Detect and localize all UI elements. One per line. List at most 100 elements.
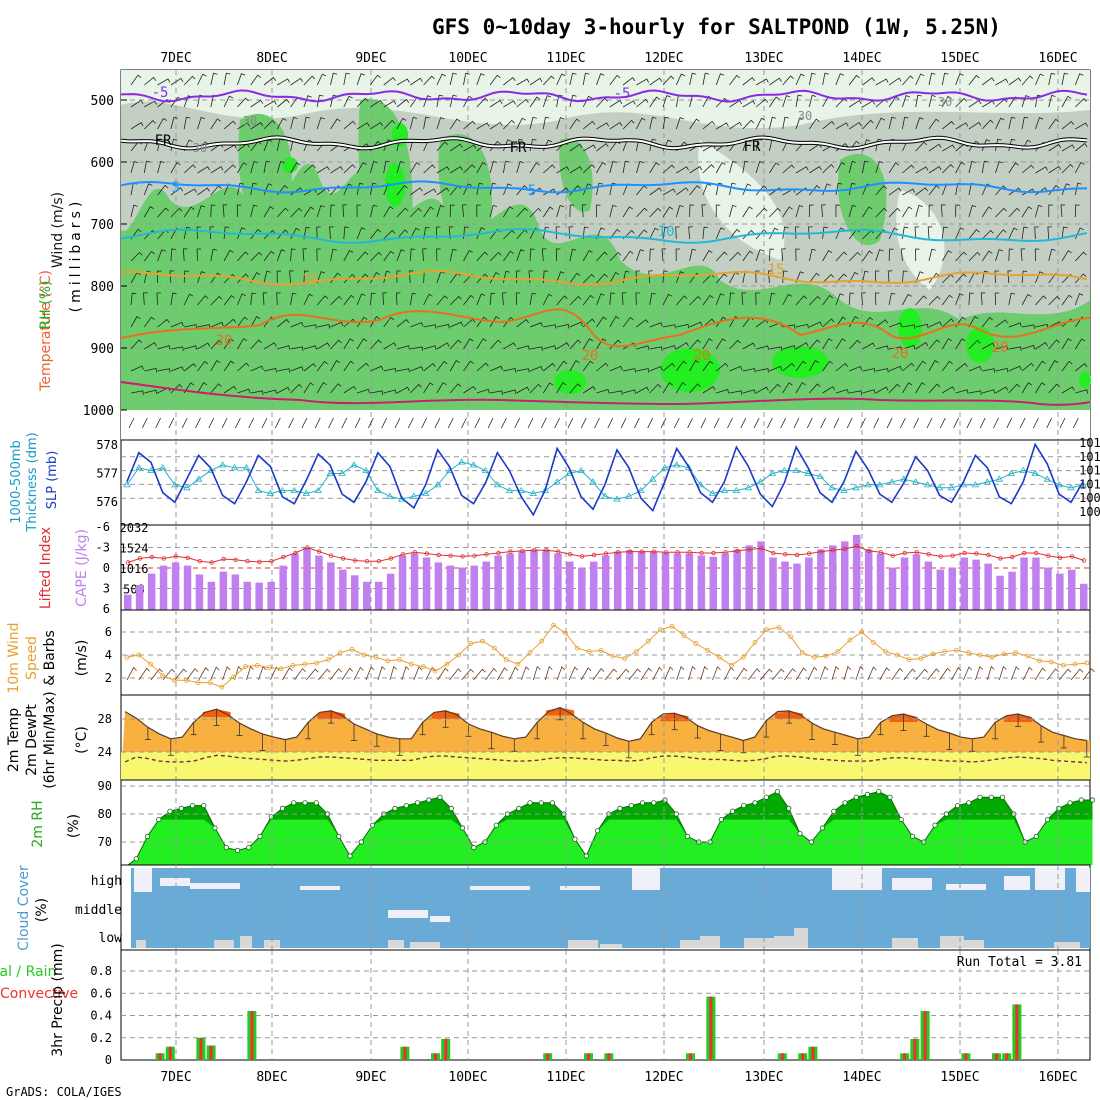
wind-speed-line bbox=[126, 624, 1087, 688]
wind-barb bbox=[542, 382, 554, 394]
wind-barb bbox=[250, 292, 257, 306]
wind-barb bbox=[250, 182, 257, 196]
cape-bar bbox=[852, 534, 861, 610]
wind-barb bbox=[263, 160, 271, 174]
cape-bar bbox=[673, 553, 682, 610]
wind-barb bbox=[223, 385, 237, 394]
precip-label-3: 3hr Precip (mm) bbox=[50, 943, 66, 1056]
precip-convective-bar bbox=[903, 1053, 907, 1060]
wind-barb bbox=[423, 95, 432, 108]
li-point bbox=[352, 558, 358, 563]
wind-barb bbox=[237, 338, 248, 350]
wind-barb bbox=[582, 249, 593, 262]
thickness-point bbox=[828, 484, 836, 491]
surface-wind-barb bbox=[915, 668, 928, 681]
rh2m-point bbox=[538, 800, 544, 806]
wind-barb bbox=[157, 249, 166, 262]
rh2m-label-2: (%) bbox=[66, 814, 82, 838]
wind-barb bbox=[356, 162, 367, 174]
wind-barb bbox=[702, 120, 715, 130]
wind-barb bbox=[449, 204, 455, 218]
wind-barb bbox=[769, 365, 783, 372]
rh2m-point bbox=[471, 844, 477, 851]
thickness-point bbox=[553, 478, 561, 485]
top-day-axis: 7DEC 8DEC 9DEC 10DEC 11DEC 12DEC 13DEC 14DEC 15D… bbox=[160, 51, 1077, 66]
wind-barb bbox=[529, 207, 542, 218]
wind-barb bbox=[716, 388, 730, 394]
li-point bbox=[998, 556, 1003, 561]
wind-barb bbox=[489, 339, 502, 350]
wind-barb bbox=[596, 293, 605, 306]
wind-barb bbox=[423, 75, 435, 86]
wind-barb bbox=[1061, 72, 1069, 86]
wind-barb bbox=[237, 73, 246, 86]
wind-barb bbox=[556, 117, 565, 130]
cape-bar bbox=[996, 575, 1004, 610]
wind-barb bbox=[476, 388, 490, 394]
slp-tick-label: 1013 bbox=[1079, 436, 1100, 450]
li-point bbox=[340, 556, 346, 561]
wind-barb bbox=[926, 417, 933, 429]
rh2m-point bbox=[144, 833, 151, 840]
wind-barb bbox=[955, 362, 968, 372]
wind-barb bbox=[702, 360, 714, 372]
wind-barb bbox=[729, 228, 741, 240]
wind-barb bbox=[383, 229, 396, 240]
wind-barb bbox=[915, 117, 924, 130]
wind-barb bbox=[582, 360, 594, 372]
li-point bbox=[830, 548, 836, 553]
wind-barb bbox=[383, 77, 396, 86]
wind-barb bbox=[981, 77, 995, 86]
wind-barb bbox=[343, 226, 349, 240]
thickness-point bbox=[732, 486, 741, 493]
wind-barb bbox=[675, 226, 680, 240]
wind-speed-point bbox=[883, 649, 888, 654]
wind-barb bbox=[301, 417, 308, 429]
cape-bar bbox=[1080, 583, 1088, 610]
cape-bar bbox=[422, 557, 431, 610]
wind-speed-point bbox=[444, 661, 450, 667]
wind-barb bbox=[582, 386, 596, 394]
wind-barb bbox=[503, 342, 516, 350]
wind-label: Wind (m/s) bbox=[50, 192, 66, 268]
surface-wind-barb bbox=[951, 667, 962, 681]
wind-barb bbox=[1072, 417, 1079, 429]
surface-wind-barb bbox=[568, 666, 579, 681]
wind-barb bbox=[622, 100, 636, 108]
wind-barb bbox=[250, 204, 258, 218]
wind-barb bbox=[848, 339, 861, 350]
wind-barb bbox=[1047, 226, 1052, 240]
wind-barb bbox=[673, 417, 680, 429]
wind-speed-point bbox=[977, 652, 983, 658]
li-point bbox=[293, 550, 298, 556]
surface-wind-barb bbox=[329, 668, 342, 681]
wind-barb bbox=[263, 229, 276, 240]
cloud-clear-region bbox=[946, 884, 986, 890]
wind-speed-point bbox=[254, 663, 260, 668]
wind-barb bbox=[330, 118, 341, 130]
wind-barb bbox=[436, 117, 445, 130]
wind-barb bbox=[941, 360, 953, 372]
li-point bbox=[1057, 555, 1063, 560]
wind-barb bbox=[1048, 118, 1060, 130]
wind-barb bbox=[290, 292, 297, 306]
precip-convective-bar bbox=[780, 1053, 784, 1060]
surface-wind-barb bbox=[150, 668, 163, 681]
thickness-tick-label: 576 bbox=[96, 495, 118, 509]
wind-barb bbox=[290, 207, 303, 218]
rh2m-point bbox=[752, 800, 758, 806]
rh-moist-region bbox=[121, 163, 1090, 410]
rh-contour-label: 30 bbox=[938, 95, 952, 109]
thickness-point bbox=[290, 486, 299, 493]
wind-barb bbox=[223, 360, 235, 372]
wind-barb bbox=[303, 270, 309, 284]
wind-speed-point bbox=[171, 677, 177, 683]
wind-barb bbox=[596, 122, 610, 130]
wind-barb bbox=[981, 119, 994, 130]
wind-barb bbox=[197, 295, 209, 306]
thickness-point bbox=[123, 481, 131, 488]
wind-barb bbox=[462, 204, 467, 218]
rh2m-point bbox=[842, 800, 848, 806]
wind-barb bbox=[303, 164, 316, 174]
wind-barb bbox=[596, 143, 609, 152]
